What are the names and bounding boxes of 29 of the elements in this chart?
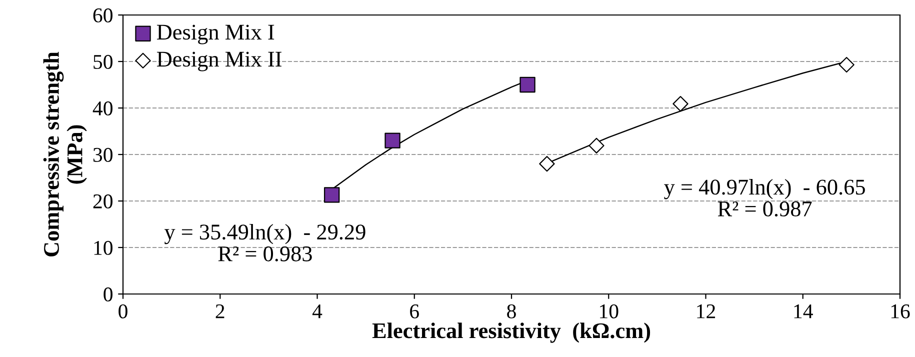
point	[539, 156, 555, 172]
legend-label: Design Mix II	[156, 52, 282, 72]
x-tick-label: 2	[216, 304, 224, 318]
point	[838, 56, 854, 73]
x-tick-label: 8	[507, 304, 516, 318]
legend-label: Design Mix I	[156, 24, 274, 44]
x-tick-label: 10	[600, 304, 618, 318]
x-axis-title: Electrical resistivity (kΩ.cm)	[372, 322, 650, 343]
y-tick-label: 20	[93, 194, 112, 208]
point	[324, 187, 340, 203]
y-tick-label: 10	[94, 240, 112, 255]
y-tick-label: 30	[93, 148, 112, 162]
x-tick-label: 16	[891, 304, 910, 318]
x-tick-label: 0	[118, 304, 128, 318]
annotation: y = 35.49ln(x) - 29.29 R² = 0.983	[164, 224, 366, 262]
point	[672, 96, 688, 112]
y-axis-title: Compressive strength (MPa)	[43, 52, 87, 256]
y-tick-label: 0	[104, 287, 112, 302]
x-tick-label: 6	[410, 304, 419, 318]
y-tick-label: 40	[92, 101, 112, 116]
x-tick-label: 4	[312, 304, 322, 318]
point	[384, 132, 400, 148]
y-tick-label: 50	[94, 54, 112, 69]
x-tick-label: 12	[697, 304, 716, 318]
y-tick-label: 60	[93, 8, 112, 22]
x-tick-label: 14	[794, 304, 813, 318]
annotation: y = 40.97ln(x) - 60.65 R² = 0.987	[664, 179, 865, 217]
point	[588, 138, 604, 154]
point	[520, 76, 536, 93]
